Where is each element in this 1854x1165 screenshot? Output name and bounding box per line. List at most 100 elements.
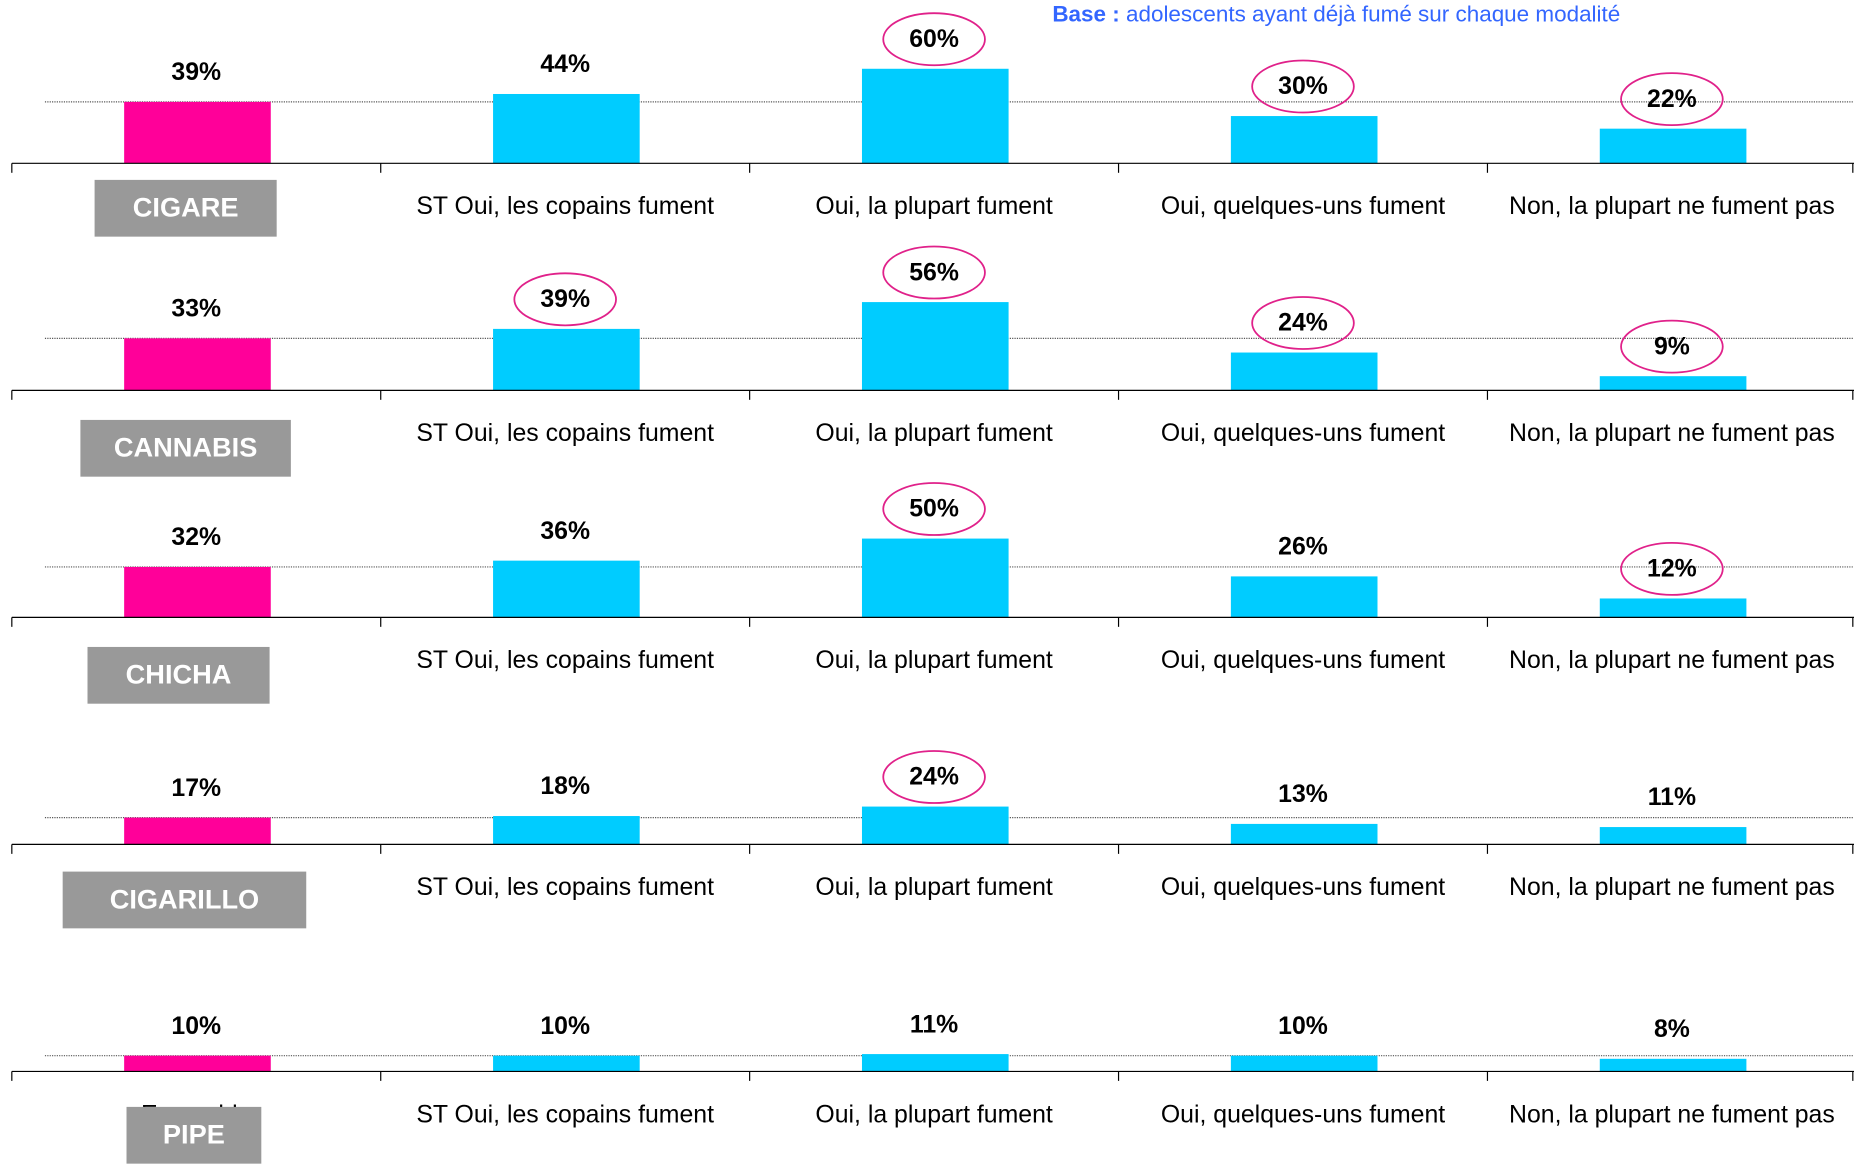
bar-panel: ST Oui, les copains fument Oui, la plupar…: [11, 482, 1854, 704]
category-label-box: Non, la plupart ne fument pas: [1509, 873, 1835, 902]
bar: [124, 101, 271, 164]
bar: [861, 1054, 1009, 1072]
value-label: 39%: [171, 59, 221, 86]
value-label: 17%: [171, 775, 221, 802]
category-label: Oui, quelques-uns fument: [1160, 419, 1446, 448]
value-label: 18%: [540, 773, 590, 800]
bar: [861, 68, 1009, 164]
bar: [124, 566, 271, 618]
chart-title: CIGARILLO: [110, 883, 260, 914]
bar: [861, 806, 1009, 845]
bar: [1230, 576, 1378, 618]
title-box: [62, 871, 307, 929]
bar-panel: ST Oui, les copains fument Oui, la plupar…: [11, 12, 1854, 237]
value-label: 33%: [171, 296, 221, 323]
chart-title: CANNABIS: [114, 432, 258, 463]
category-label-box: ST Oui, les copains fument: [416, 1100, 715, 1129]
title-box: [87, 646, 270, 704]
value-label: 10%: [171, 1013, 221, 1040]
category-label-box: Oui, quelques-uns fument: [1160, 873, 1446, 902]
highlight-circle: [513, 272, 617, 327]
category-label: ST Oui, les copains fument: [416, 192, 715, 221]
category-label-box: ST Oui, les copains fument: [416, 192, 715, 221]
highlight-circle: [1251, 59, 1355, 114]
title-box: [80, 419, 291, 477]
category-label: Non, la plupart ne fument pas: [1509, 646, 1835, 675]
category-label: ST Oui, les copains fument: [416, 419, 715, 448]
bar: [493, 328, 640, 391]
bar: [124, 338, 271, 391]
category-label: Oui, la plupart fument: [815, 646, 1053, 675]
bar: [493, 560, 640, 618]
bar: [1599, 827, 1747, 845]
category-label: Oui, la plupart fument: [815, 1100, 1053, 1129]
bar-panel: ST Oui, les copains fument Oui, la plupar…: [11, 245, 1854, 477]
value-label: 11%: [1648, 784, 1696, 811]
value-label: 50%: [909, 496, 959, 523]
title-box: [126, 1106, 262, 1164]
category-label-box: Oui, la plupart fument: [815, 873, 1053, 902]
value-label: 30%: [1278, 73, 1328, 100]
value-label: 32%: [171, 524, 221, 551]
base-label: Base :: [1052, 1, 1119, 26]
bar: [493, 1055, 640, 1072]
category-label-box: Non, la plupart ne fument pas: [1509, 192, 1835, 221]
bar: [124, 817, 271, 845]
highlight-circle: [882, 12, 986, 67]
category-label-box: Oui, la plupart fument: [815, 646, 1053, 675]
value-label: 36%: [540, 518, 590, 545]
category-label-box: Oui, la plupart fument: [815, 1100, 1053, 1129]
value-label: 12%: [1647, 556, 1697, 583]
bar: [1599, 376, 1747, 391]
category-label-box: Oui, quelques-uns fument: [1161, 193, 1445, 220]
base-text: adolescents ayant déjà fumé sur chaque m…: [1126, 1, 1620, 26]
category-label: Non, la plupart ne fument pas: [1509, 419, 1835, 448]
value-label: 60%: [909, 26, 959, 53]
category-label-box: Oui, la plupart fument: [815, 420, 1052, 447]
highlight-circle: [1620, 542, 1724, 596]
category-label: Non, la plupart ne fument pas: [1509, 192, 1835, 221]
category-label-box: ST Oui, les copains fument: [416, 646, 715, 675]
bar: [1599, 128, 1747, 164]
bar: [124, 1055, 271, 1072]
category-label: Oui, la plupart fument: [815, 873, 1053, 902]
category-label-box: Oui, la plupart fument: [815, 192, 1053, 221]
category-label: ST Oui, les copains fument: [416, 1100, 715, 1129]
highlight-circle: [1251, 296, 1355, 350]
highlight-circle: [1620, 72, 1724, 127]
bar: [1230, 823, 1378, 845]
category-label-box: Non, la plupart ne fument pas: [1509, 419, 1835, 448]
category-label: ST Oui, les copains fument: [416, 646, 715, 675]
bar: [1599, 1058, 1747, 1072]
value-label: 24%: [1278, 310, 1328, 337]
value-label: 10%: [540, 1013, 590, 1040]
value-label: 9%: [1654, 333, 1690, 360]
value-label: 11%: [910, 1011, 958, 1038]
value-label: 39%: [540, 286, 590, 313]
value-label: 22%: [1647, 86, 1697, 113]
value-label: 13%: [1278, 781, 1328, 808]
highlight-circle: [882, 245, 986, 300]
value-label: 8%: [1654, 1016, 1690, 1043]
chart-title: CIGARE: [133, 192, 239, 223]
category-label: Oui, quelques-uns fument: [1160, 1100, 1446, 1129]
bar: [1230, 1055, 1378, 1072]
value-label: 56%: [909, 259, 959, 286]
category-label: Non, la plupart ne fument pas: [1509, 873, 1835, 902]
category-label: Oui, la plupart fument: [815, 192, 1053, 221]
category-label-box: ST Oui, les copains fument: [416, 419, 715, 448]
chart-title: CHICHA: [126, 659, 232, 690]
highlight-circle: [1620, 319, 1724, 374]
category-label: Oui, quelques-uns fument: [1160, 873, 1446, 902]
value-label: 10%: [1278, 1013, 1328, 1040]
bar: [493, 816, 640, 845]
highlight-circle: [882, 482, 986, 536]
bar: [1599, 598, 1747, 618]
title-box: [94, 179, 277, 237]
bar: [861, 302, 1009, 391]
category-label-box: Oui, quelques-uns fument: [1160, 646, 1446, 675]
value-label: 26%: [1278, 534, 1328, 561]
category-label: Oui, quelques-uns fument: [1160, 646, 1446, 675]
